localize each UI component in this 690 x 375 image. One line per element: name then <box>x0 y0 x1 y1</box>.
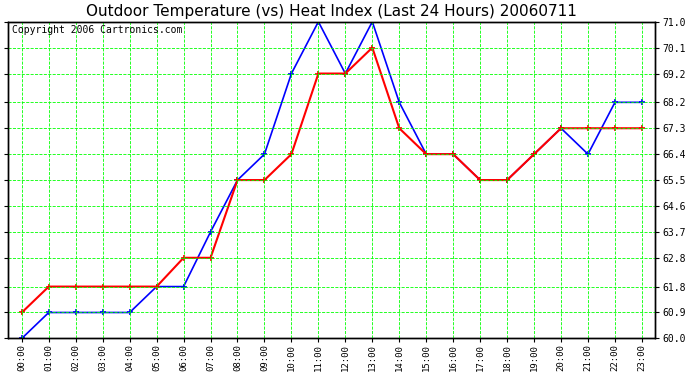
Text: Copyright 2006 Cartronics.com: Copyright 2006 Cartronics.com <box>12 25 182 35</box>
Title: Outdoor Temperature (vs) Heat Index (Last 24 Hours) 20060711: Outdoor Temperature (vs) Heat Index (Las… <box>86 4 578 19</box>
